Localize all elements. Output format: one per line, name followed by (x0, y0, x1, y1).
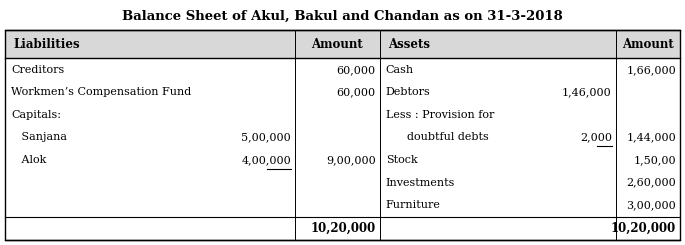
Text: 4,00,000: 4,00,000 (242, 155, 291, 165)
Text: 1,44,000: 1,44,000 (626, 133, 676, 143)
Text: doubtful debts: doubtful debts (386, 133, 488, 143)
Text: Cash: Cash (386, 65, 414, 75)
Text: 2,000: 2,000 (580, 133, 612, 143)
Text: 9,00,000: 9,00,000 (326, 155, 375, 165)
Text: Stock: Stock (386, 155, 417, 165)
Text: Workmen’s Compensation Fund: Workmen’s Compensation Fund (11, 87, 191, 97)
Text: 1,50,00: 1,50,00 (634, 155, 676, 165)
Text: Amount: Amount (312, 38, 363, 51)
Text: Sanjana: Sanjana (11, 133, 67, 143)
Text: Less : Provision for: Less : Provision for (386, 110, 494, 120)
Text: 5,00,000: 5,00,000 (242, 133, 291, 143)
Text: 60,000: 60,000 (336, 65, 375, 75)
Text: Liabilities: Liabilities (13, 38, 79, 51)
Text: Furniture: Furniture (386, 200, 440, 210)
Text: Balance Sheet of Akul, Bakul and Chandan as on 31-3-2018: Balance Sheet of Akul, Bakul and Chandan… (122, 10, 563, 23)
Text: Amount: Amount (622, 38, 674, 51)
Text: 10,20,000: 10,20,000 (310, 222, 375, 235)
Text: Capitals:: Capitals: (11, 110, 61, 120)
Bar (5, 30, 680, 59)
Text: 60,000: 60,000 (336, 87, 375, 97)
Text: Alok: Alok (11, 155, 47, 165)
Text: Assets: Assets (388, 38, 429, 51)
Text: 10,20,000: 10,20,000 (611, 222, 676, 235)
Text: 1,46,000: 1,46,000 (562, 87, 612, 97)
Text: Debtors: Debtors (386, 87, 430, 97)
Text: 2,60,000: 2,60,000 (626, 178, 676, 188)
Text: 1,66,000: 1,66,000 (626, 65, 676, 75)
Text: Investments: Investments (386, 178, 455, 188)
Bar (5, 30, 680, 240)
Text: 3,00,000: 3,00,000 (626, 200, 676, 210)
Text: Creditors: Creditors (11, 65, 64, 75)
